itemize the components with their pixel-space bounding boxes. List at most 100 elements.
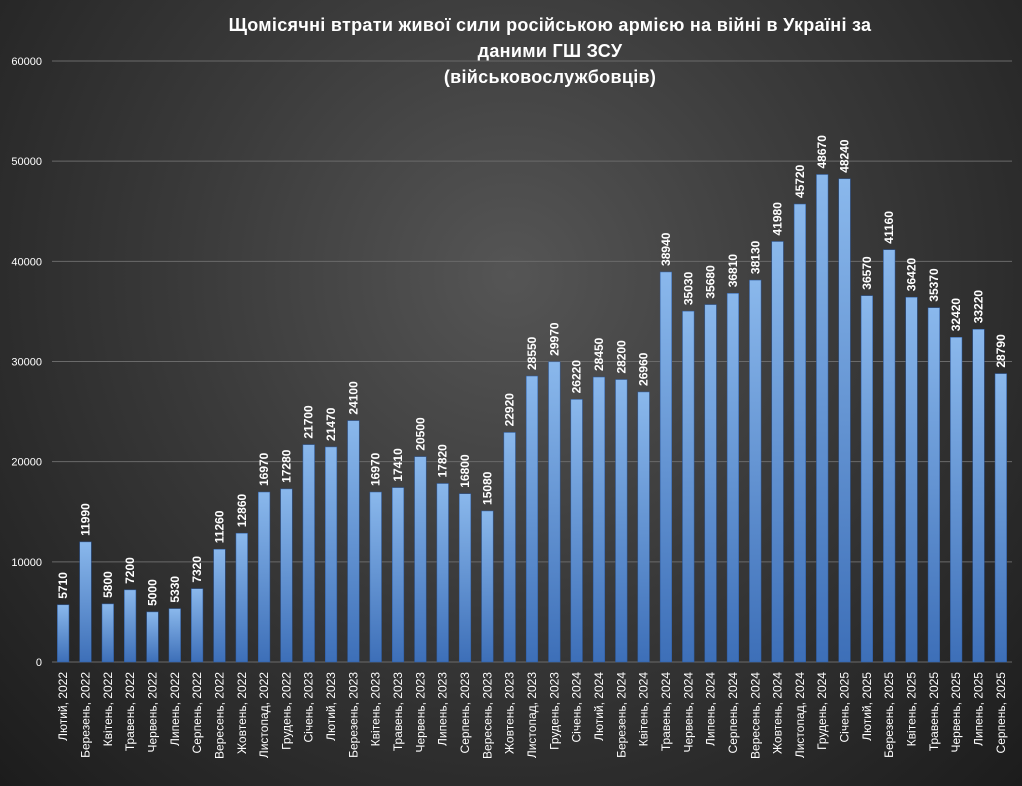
x-tick-label: Квітень, 2025: [905, 672, 919, 747]
x-tick-label: Серпень, 2023: [458, 672, 472, 754]
bar: [726, 293, 739, 663]
data-label: 32420: [949, 298, 963, 332]
bar: [994, 373, 1007, 663]
data-label: 17410: [391, 448, 405, 482]
bar: [793, 203, 806, 663]
data-label: 45720: [793, 164, 807, 198]
data-labels: 5710 11990 5800 7200 5000 5330 7320 11260 12860 1…: [56, 135, 1008, 606]
data-label: 36570: [860, 256, 874, 290]
bar: [592, 376, 606, 663]
bar: [391, 487, 405, 663]
y-tick-label: 40000: [11, 256, 42, 268]
x-tick-label: Листопад, 2024: [793, 672, 807, 758]
data-label: 22920: [503, 393, 517, 427]
data-label: 48240: [838, 139, 852, 173]
x-tick-label: Серпень, 2024: [726, 672, 740, 754]
bar: [682, 310, 695, 663]
x-tick-label: Березень, 2025: [882, 672, 896, 758]
bar: [101, 603, 114, 663]
bar: [503, 432, 516, 663]
data-label: 5710: [56, 572, 70, 599]
bar: [347, 420, 360, 663]
data-label: 5000: [145, 579, 159, 606]
data-label: 41160: [882, 211, 896, 244]
data-label: 12860: [235, 493, 249, 527]
data-label: 7200: [123, 557, 137, 584]
x-tick-label: Квітень, 2023: [369, 672, 383, 747]
data-label: 15080: [480, 471, 494, 505]
data-label: 35030: [681, 271, 695, 305]
bar: [883, 249, 896, 663]
y-axis: 0 10000 20000 30000 40000 50000 60000: [11, 56, 42, 669]
bar: [905, 296, 918, 663]
chart-title-line-3: (військовослужбовців): [443, 67, 657, 87]
bar: [458, 493, 472, 663]
data-label: 16970: [369, 452, 383, 486]
x-tick-label: Лютий, 2022: [56, 672, 70, 741]
data-label: 28450: [592, 337, 606, 371]
x-tick-label: Жовтень, 2023: [503, 672, 517, 754]
x-tick-label: Липень, 2022: [168, 672, 182, 746]
data-label: 26960: [637, 352, 651, 386]
bar: [191, 588, 204, 663]
bar: [57, 604, 70, 663]
data-label: 33220: [972, 290, 986, 324]
bar: [570, 399, 583, 663]
y-tick-label: 0: [36, 657, 42, 669]
x-tick-label: Лютий, 2023: [324, 672, 338, 741]
x-tick-label: Травень, 2024: [659, 672, 673, 751]
bar: [168, 608, 181, 663]
data-label: 16970: [257, 452, 271, 486]
bar: [436, 483, 449, 663]
bar: [325, 446, 338, 663]
bar: [280, 488, 293, 663]
data-label: 29970: [547, 322, 561, 356]
x-tick-label: Лютий, 2024: [592, 672, 606, 741]
data-label: 16800: [458, 454, 472, 488]
bar: [838, 178, 851, 663]
data-label: 38940: [659, 232, 673, 266]
y-tick-label: 60000: [11, 56, 42, 68]
bar: [146, 611, 159, 663]
x-tick-label: Січень, 2025: [838, 672, 852, 743]
x-tick-label: Березень, 2022: [78, 672, 92, 758]
bar: [860, 295, 873, 663]
bar: [816, 174, 829, 663]
chart-title-line-1: Щомісячні втрати живої сили російською а…: [228, 15, 872, 35]
bar: [927, 307, 940, 663]
data-label: 28790: [994, 334, 1008, 368]
bar: [369, 491, 382, 663]
x-tick-label: Жовтень, 2024: [771, 672, 785, 754]
data-label: 26220: [570, 360, 584, 394]
x-tick-label: Березень, 2023: [346, 672, 360, 758]
x-tick-label: Грудень, 2023: [547, 672, 561, 750]
data-label: 48670: [815, 135, 829, 169]
x-tick-label: Жовтень, 2022: [235, 672, 249, 754]
bar: [258, 491, 271, 663]
data-label: 21470: [324, 407, 338, 441]
bar: [481, 510, 494, 663]
x-tick-label: Травень, 2022: [123, 672, 137, 751]
x-tick-label: Серпень, 2022: [190, 672, 204, 754]
bar: [950, 337, 963, 663]
data-label: 41980: [771, 202, 785, 236]
data-label: 36810: [726, 254, 740, 288]
data-label: 36420: [905, 257, 919, 291]
x-tick-label: Квітень, 2024: [637, 672, 651, 747]
x-tick-label: Квітень, 2022: [101, 672, 115, 747]
bars: [57, 174, 1007, 663]
bar: [771, 241, 784, 663]
bar: [124, 589, 137, 663]
data-label: 17820: [436, 444, 450, 478]
data-label: 20500: [413, 417, 427, 451]
bar: [302, 444, 315, 663]
data-label: 35680: [704, 265, 718, 299]
data-label: 11260: [212, 510, 226, 543]
data-label: 5330: [168, 576, 182, 603]
bar: [972, 328, 985, 663]
y-tick-label: 20000: [11, 457, 42, 469]
x-tick-label: Вересень, 2024: [748, 672, 762, 759]
data-label: 11990: [78, 503, 92, 536]
bar: [235, 532, 248, 663]
